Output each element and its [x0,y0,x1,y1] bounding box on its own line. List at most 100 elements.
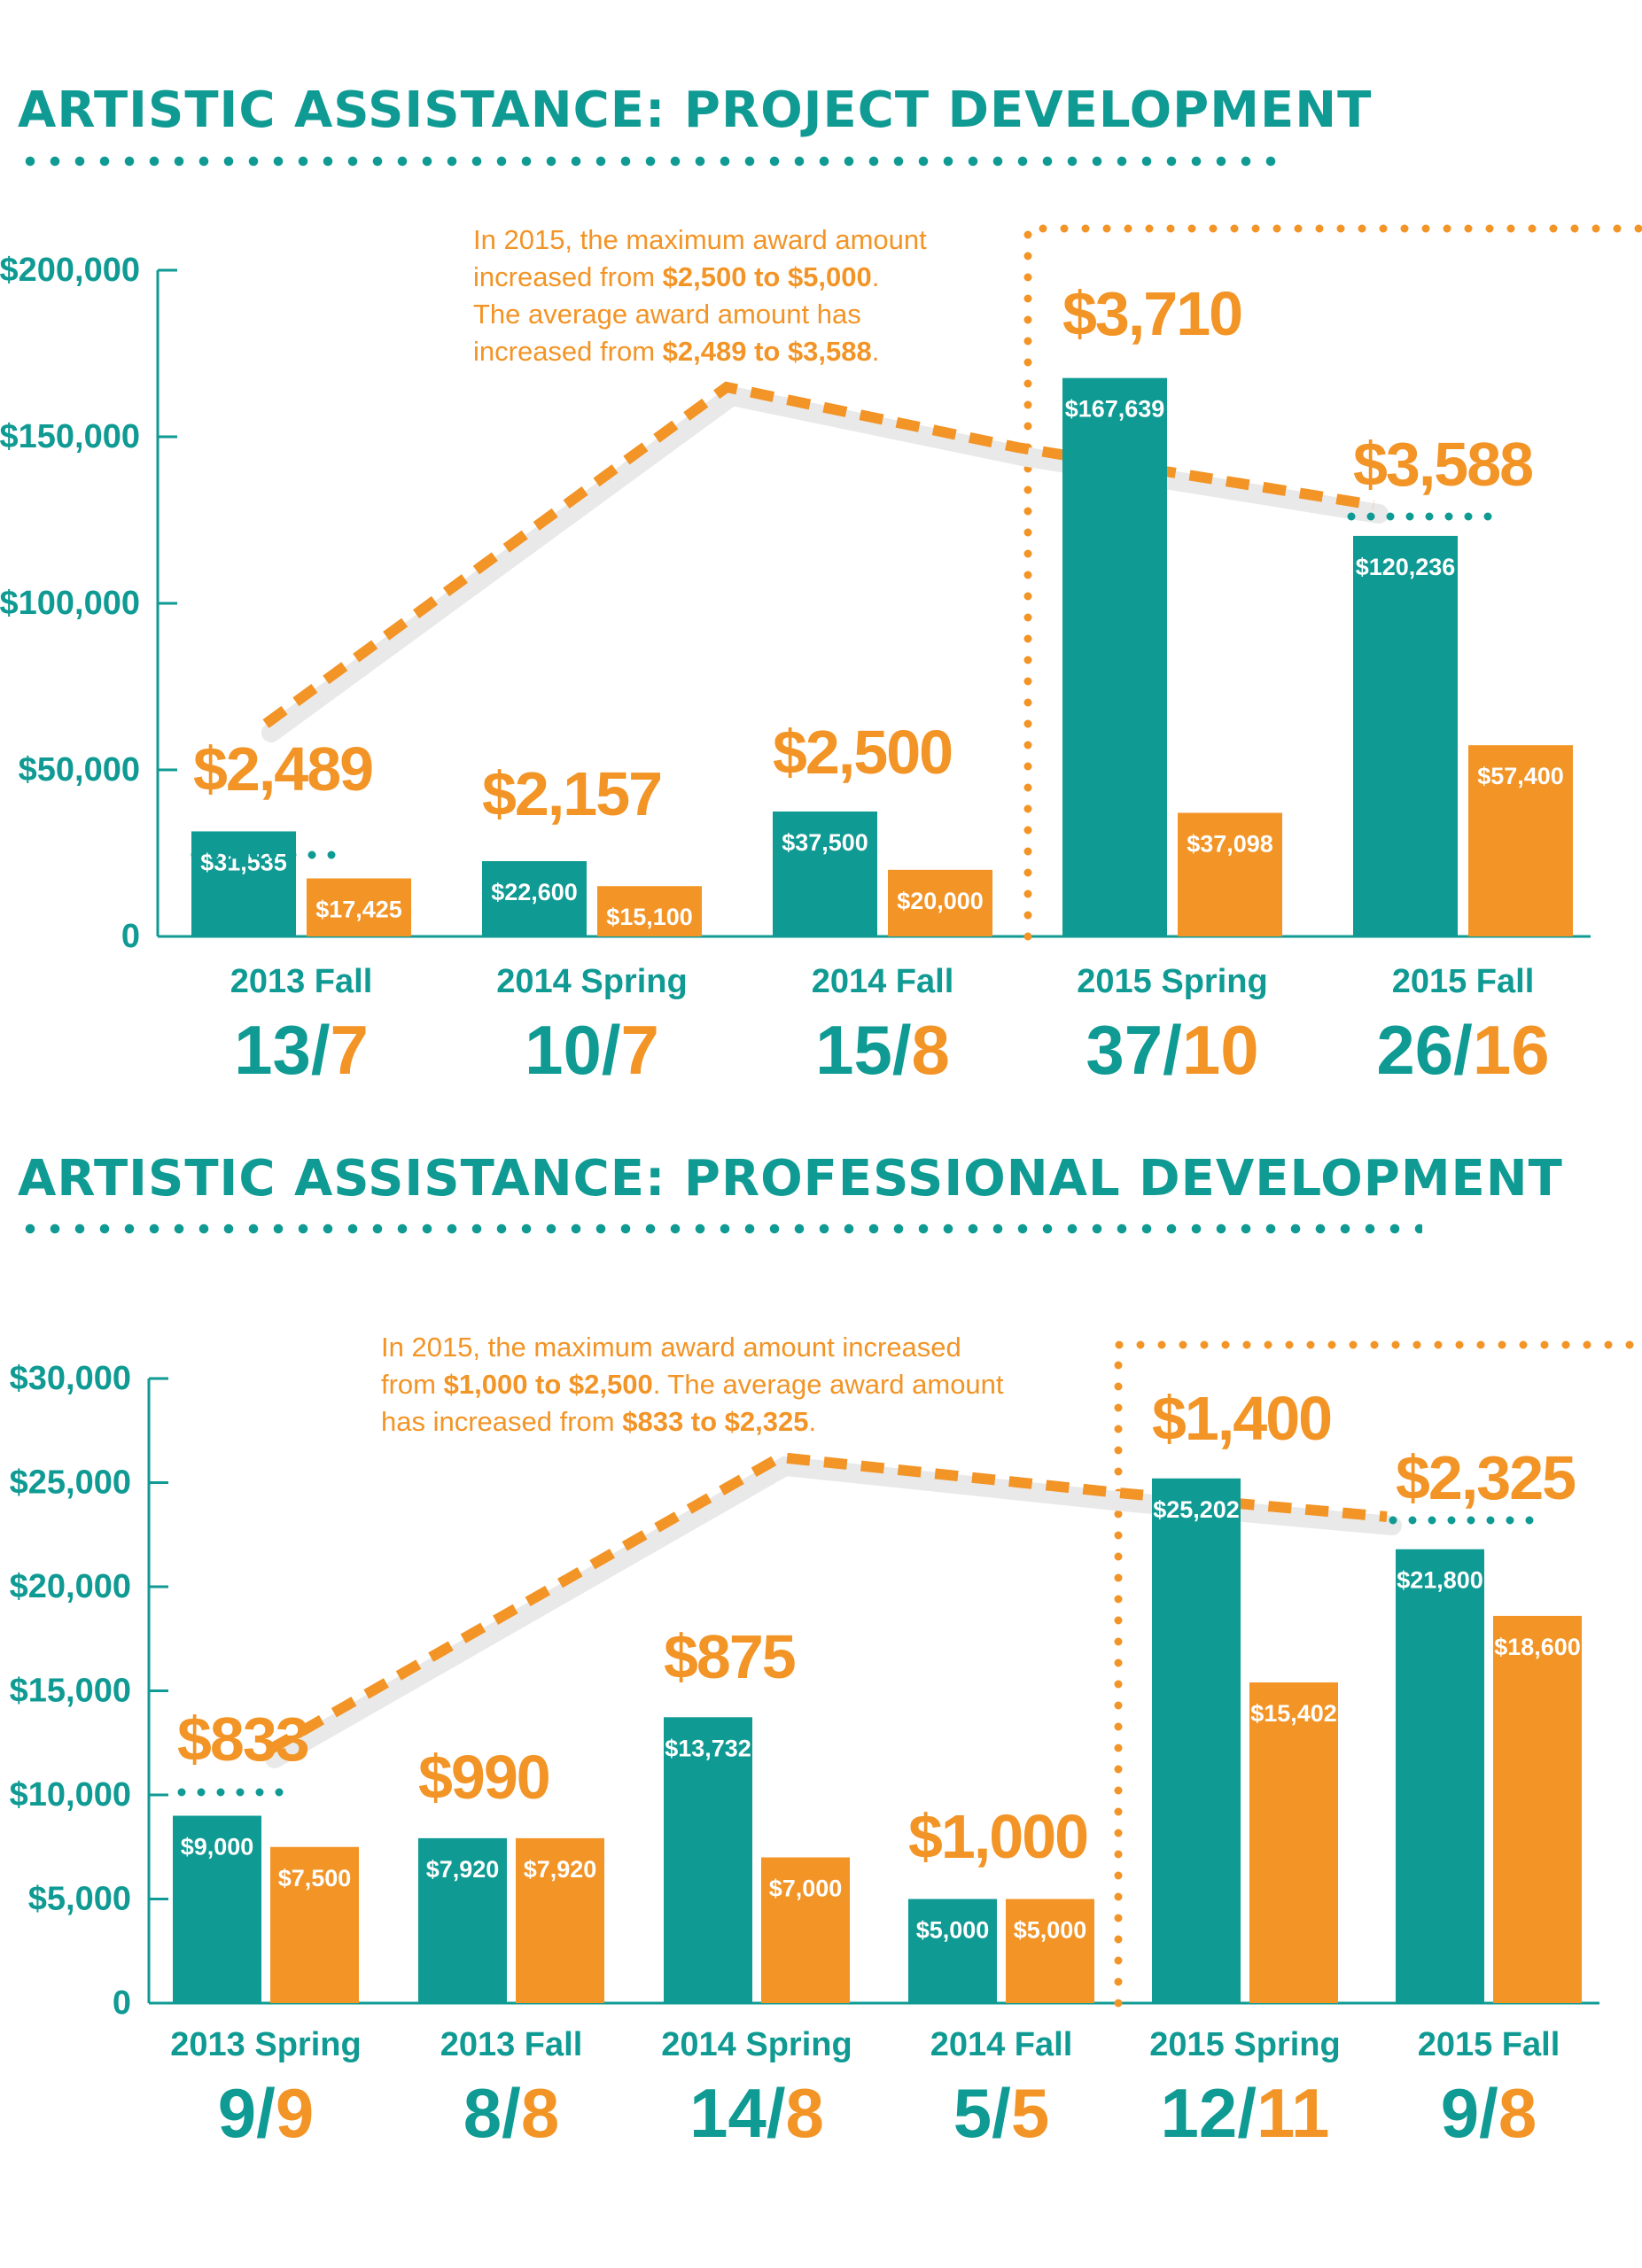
category-label: 2015 Fall [1418,2026,1560,2063]
note-text: . [871,336,880,367]
y-tick-label: 0 [113,1984,131,2022]
count-separator: / [1479,2074,1498,2152]
teal-bar [908,1899,997,2003]
count-separator: / [1237,2074,1257,2152]
bar-value-label: $18,600 [1494,1634,1581,1660]
project-development-note: In 2015, the maximum award amount increa… [473,221,1040,370]
count-applicants: 37 [1086,1011,1163,1089]
average-award-label: $2,489 [193,734,372,804]
count-separator: / [602,1011,621,1089]
applicant-count-label: 9/8 [1441,2074,1537,2152]
count-funded: 11 [1257,2074,1329,2152]
bar-value-label: $25,202 [1153,1496,1240,1523]
count-funded: 8 [521,2074,559,2152]
bar-value-label: $9,000 [181,1834,254,1860]
note-text: has increased from [381,1406,623,1437]
average-award-trend-line [267,1451,1388,1755]
count-applicants: 8 [463,2074,502,2152]
count-separator: / [1163,1011,1182,1089]
y-tick-label: $5,000 [28,1881,131,1918]
project-development-chart: 0$50,000$100,000$150,000$200,000$31,535$… [0,224,1642,1089]
note-text: . [871,261,880,292]
bar-value-label: $120,236 [1356,554,1456,580]
teal-bar [1062,377,1167,936]
count-funded: 8 [786,2074,824,2152]
bar-value-label: $13,732 [665,1735,751,1761]
applicant-count-label: 12/11 [1161,2074,1330,2152]
note-bold: $2,500 to $5,000 [662,261,872,292]
highlight-2015-box [1023,224,1642,941]
teal-bar [773,812,877,936]
count-applicants: 13 [234,1011,311,1089]
note-text: increased from [473,336,663,367]
applicant-count-label: 37/10 [1086,1011,1258,1089]
y-tick-label: 0 [121,918,140,955]
average-award-label: $3,588 [1353,430,1532,499]
bar-value-label: $15,100 [606,904,693,930]
count-applicants: 9 [218,2074,256,2152]
y-tick-label: $20,000 [10,1568,131,1605]
category-label: 2014 Spring [661,2026,852,2063]
orange-bar [761,1857,850,2003]
y-tick-label: $15,000 [10,1673,131,1710]
orange-bar [1493,1615,1582,2003]
teal-bar [191,831,296,936]
average-award-label: $2,157 [482,759,661,828]
count-separator: / [256,2074,276,2152]
average-award-label: $1,400 [1152,1384,1331,1453]
professional-development-title: ARTISTIC ASSISTANCE: PROFESSIONAL DEVELO… [18,1150,1563,1208]
project-development-title: ARTISTIC ASSISTANCE: PROJECT DEVELOPMENT [18,82,1373,139]
bar-value-label: $7,000 [769,1876,843,1902]
bar-value-label: $7,920 [524,1856,597,1883]
teal-bar [482,861,587,936]
bar-value-label: $7,500 [278,1865,352,1891]
count-separator: / [1453,1011,1473,1089]
note-text: . The average award amount [652,1369,1004,1400]
teal-bar [1152,1478,1241,2003]
note-text: from [381,1369,444,1400]
note-text: . [808,1406,817,1437]
teal-bar [664,1717,752,2003]
applicant-count-label: 5/5 [953,2074,1049,2152]
bar-value-label: $17,425 [315,896,402,922]
average-award-label: $875 [664,1622,795,1691]
teal-bar [173,1815,261,2003]
note-line: from $1,000 to $2,500. The average award… [381,1366,1108,1403]
category-label: 2015 Fall [1392,963,1535,1000]
bar-value-label: $5,000 [916,1917,990,1944]
bar-value-label: $167,639 [1065,396,1165,423]
applicant-count-label: 9/9 [218,2074,314,2152]
category-label: 2013 Fall [440,2026,583,2063]
orange-bar [270,1846,359,2003]
count-applicants: 9 [1441,2074,1479,2152]
orange-bar [597,886,702,936]
category-label: 2014 Spring [496,963,687,1000]
y-tick-label: $50,000 [19,751,140,788]
count-funded: 16 [1473,1011,1550,1089]
applicant-count-label: 26/16 [1376,1011,1549,1089]
trend-line-shadow [261,385,1389,742]
applicant-count-label: 14/8 [689,2074,824,2152]
count-separator: / [502,2074,521,2152]
bar-value-label: $7,920 [426,1856,500,1883]
count-applicants: 10 [525,1011,602,1089]
bar-value-label: $57,400 [1477,763,1564,789]
teal-bar [1353,535,1458,936]
bar-value-label: $15,402 [1250,1700,1337,1727]
applicant-count-label: 10/7 [525,1011,659,1089]
professional-development-note: In 2015, the maximum award amount increa… [381,1329,1108,1441]
count-applicants: 26 [1376,1011,1453,1089]
count-funded: 10 [1182,1011,1259,1089]
bar-value-label: $37,500 [782,829,868,856]
note-text: increased from [473,261,663,292]
count-funded: 8 [1498,2074,1537,2152]
count-funded: 9 [276,2074,314,2152]
y-tick-label: $10,000 [10,1776,131,1814]
note-line: has increased from $833 to $2,325. [381,1403,1108,1441]
y-tick-label: $200,000 [0,252,140,289]
y-tick-label: $100,000 [0,585,140,622]
bar-value-label: $22,600 [491,879,578,905]
average-award-label: $2,325 [1396,1443,1575,1512]
y-tick-label: $150,000 [0,418,140,455]
